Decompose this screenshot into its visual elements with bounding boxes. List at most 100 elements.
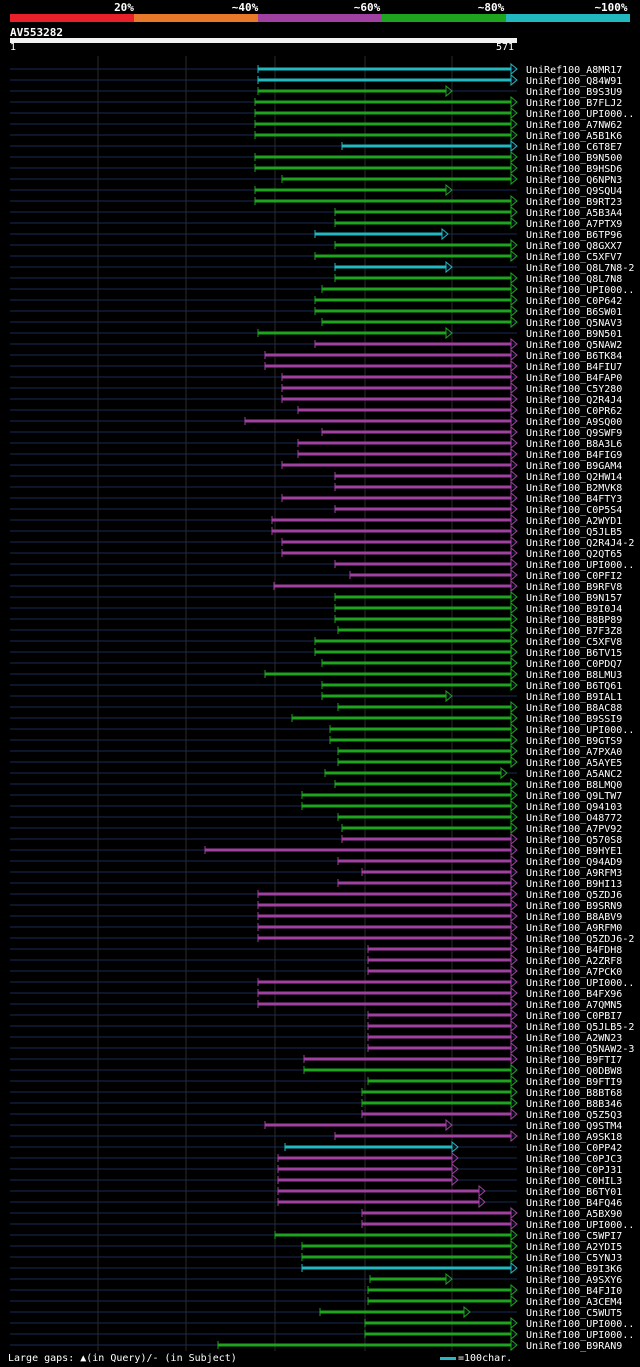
hit-row[interactable]: UniRef100_C5WUT5 [10, 1305, 622, 1319]
hit-row[interactable]: UniRef100_C0PBI7 [10, 1008, 622, 1022]
hit-label[interactable]: UniRef100_B9SSI9 [526, 714, 622, 725]
hit-label[interactable]: UniRef100_UPI000.. [526, 1220, 634, 1231]
hit-label[interactable]: UniRef100_B9I0J4 [526, 604, 622, 615]
hit-row[interactable]: UniRef100_C0HIL3 [10, 1173, 622, 1187]
hit-label[interactable]: UniRef100_C0P642 [526, 296, 622, 307]
hit-row[interactable]: UniRef100_UPI000.. [10, 282, 634, 296]
hit-row[interactable]: UniRef100_B6SW01 [10, 304, 622, 318]
hit-label[interactable]: UniRef100_B7F3Z8 [526, 626, 622, 637]
hit-row[interactable]: UniRef100_Q9SQU4 [10, 183, 622, 197]
hit-row[interactable]: UniRef100_C5XFV7 [10, 249, 622, 263]
hit-row[interactable]: UniRef100_C0PJC3 [10, 1151, 622, 1165]
hit-label[interactable]: UniRef100_B6TQ61 [526, 681, 622, 692]
hit-row[interactable]: UniRef100_Q8L7N8 [10, 271, 622, 285]
hit-row[interactable]: UniRef100_A9SXY6 [10, 1272, 622, 1286]
hit-label[interactable]: UniRef100_Q8L7N8 [526, 274, 622, 285]
hit-row[interactable]: UniRef100_A2WYD1 [10, 513, 622, 527]
hit-row[interactable]: UniRef100_A9SK18 [10, 1129, 622, 1143]
hit-row[interactable]: UniRef100_Q570S8 [10, 832, 622, 846]
hit-label[interactable]: UniRef100_Q5ZDJ6 [526, 890, 622, 901]
hit-row[interactable]: UniRef100_A7PV92 [10, 821, 622, 835]
hit-row[interactable]: UniRef100_B8BT68 [10, 1085, 622, 1099]
hit-row[interactable]: UniRef100_C0PDQ7 [10, 656, 622, 670]
hit-row[interactable]: UniRef100_Q5JLB5-2 [10, 1019, 634, 1033]
hit-label[interactable]: UniRef100_O48772 [526, 813, 622, 824]
hit-row[interactable]: UniRef100_B8ABV9 [10, 909, 622, 923]
hit-row[interactable]: UniRef100_A8MR17 [10, 62, 622, 76]
hit-label[interactable]: UniRef100_C5YNJ3 [526, 1253, 622, 1264]
hit-row[interactable]: UniRef100_A5AYE5 [10, 755, 622, 769]
hit-label[interactable]: UniRef100_C5WUT5 [526, 1308, 622, 1319]
hit-row[interactable]: UniRef100_B9RT23 [10, 194, 622, 208]
hit-label[interactable]: UniRef100_A7PV92 [526, 824, 622, 835]
hit-label[interactable]: UniRef100_Q5NAW2 [526, 340, 622, 351]
hit-row[interactable]: UniRef100_B9FTI9 [10, 1074, 622, 1088]
hit-row[interactable]: UniRef100_B6TQ61 [10, 678, 622, 692]
hit-label[interactable]: UniRef100_C0HIL3 [526, 1176, 622, 1187]
hit-row[interactable]: UniRef100_C5YNJ3 [10, 1250, 622, 1264]
hit-row[interactable]: UniRef100_A5ANC2 [10, 766, 622, 780]
hit-label[interactable]: UniRef100_C5XFV8 [526, 637, 622, 648]
hit-label[interactable]: UniRef100_A5AYE5 [526, 758, 622, 769]
hit-row[interactable]: UniRef100_Q5ZDJ6-2 [10, 931, 634, 945]
hit-label[interactable]: UniRef100_B9GTS9 [526, 736, 622, 747]
hit-label[interactable]: UniRef100_C0PJC3 [526, 1154, 622, 1165]
hit-row[interactable]: UniRef100_C5Y280 [10, 381, 622, 395]
hit-row[interactable]: UniRef100_UPI000.. [10, 106, 634, 120]
hit-label[interactable]: UniRef100_A7QMN5 [526, 1000, 622, 1011]
hit-row[interactable]: UniRef100_B9HSD6 [10, 161, 622, 175]
hit-label[interactable]: UniRef100_B4FIU7 [526, 362, 622, 373]
hit-label[interactable]: UniRef100_B4FQ46 [526, 1198, 622, 1209]
hit-row[interactable]: UniRef100_B6TY01 [10, 1184, 622, 1198]
hit-label[interactable]: UniRef100_B4FTY3 [526, 494, 622, 505]
hit-label[interactable]: UniRef100_B9N157 [526, 593, 622, 604]
hit-label[interactable]: UniRef100_A2WYD1 [526, 516, 622, 527]
hit-label[interactable]: UniRef100_Q84W91 [526, 76, 622, 87]
hit-row[interactable]: UniRef100_B4FDH8 [10, 942, 622, 956]
hit-label[interactable]: UniRef100_B6TY01 [526, 1187, 622, 1198]
hit-row[interactable]: UniRef100_A9RFM3 [10, 865, 622, 879]
hit-label[interactable]: UniRef100_UPI000.. [526, 725, 634, 736]
hit-row[interactable]: UniRef100_B6TK84 [10, 348, 622, 362]
hit-label[interactable]: UniRef100_B6TP96 [526, 230, 622, 241]
hit-label[interactable]: UniRef100_B9FTI9 [526, 1077, 622, 1088]
hit-label[interactable]: UniRef100_C0PJ31 [526, 1165, 622, 1176]
hit-label[interactable]: UniRef100_UPI000.. [526, 560, 634, 571]
hit-row[interactable]: UniRef100_B4FTY3 [10, 491, 622, 505]
hit-label[interactable]: UniRef100_B9RAN9 [526, 1341, 622, 1352]
hit-row[interactable]: UniRef100_Q2R4J4 [10, 392, 622, 406]
hit-row[interactable]: UniRef100_UPI000.. [10, 1316, 634, 1330]
hit-label[interactable]: UniRef100_B8LMU3 [526, 670, 622, 681]
hit-label[interactable]: UniRef100_C5WPI7 [526, 1231, 622, 1242]
hit-row[interactable]: UniRef100_A7NW62 [10, 117, 622, 131]
hit-row[interactable]: UniRef100_C0PR62 [10, 403, 622, 417]
hit-label[interactable]: UniRef100_Q5JLB5-2 [526, 1022, 634, 1033]
hit-row[interactable]: UniRef100_A7PTX9 [10, 216, 622, 230]
hit-row[interactable]: UniRef100_A7PCK0 [10, 964, 622, 978]
hit-row[interactable]: UniRef100_A2WN23 [10, 1030, 622, 1044]
hit-row[interactable]: UniRef100_B8LMU3 [10, 667, 622, 681]
hit-row[interactable]: UniRef100_B8BP89 [10, 612, 622, 626]
hit-label[interactable]: UniRef100_C0PBI7 [526, 1011, 622, 1022]
hit-row[interactable]: UniRef100_B4FIG9 [10, 447, 622, 461]
hit-row[interactable]: UniRef100_Q5JLB5 [10, 524, 622, 538]
hit-label[interactable]: UniRef100_B8LMQ0 [526, 780, 622, 791]
hit-row[interactable]: UniRef100_B9HI13 [10, 876, 622, 890]
hit-label[interactable]: UniRef100_C0PFI2 [526, 571, 622, 582]
hit-row[interactable]: UniRef100_Q5NAW2 [10, 337, 622, 351]
hit-row[interactable]: UniRef100_UPI000.. [10, 975, 634, 989]
hit-row[interactable]: UniRef100_Q5NAV3 [10, 315, 622, 329]
hit-row[interactable]: UniRef100_C0P642 [10, 293, 622, 307]
hit-label[interactable]: UniRef100_Q2QT65 [526, 549, 622, 560]
hit-row[interactable]: UniRef100_B9N501 [10, 326, 622, 340]
hit-row[interactable]: UniRef100_B7F3Z8 [10, 623, 622, 637]
hit-label[interactable]: UniRef100_B9SRN9 [526, 901, 622, 912]
hit-label[interactable]: UniRef100_A9SQ00 [526, 417, 622, 428]
hit-row[interactable]: UniRef100_B9SRN9 [10, 898, 622, 912]
hit-row[interactable]: UniRef100_O48772 [10, 810, 622, 824]
hit-row[interactable]: UniRef100_Q2R4J4-2 [10, 535, 634, 549]
hit-label[interactable]: UniRef100_B6TK84 [526, 351, 622, 362]
hit-label[interactable]: UniRef100_Q9LTW7 [526, 791, 622, 802]
hit-label[interactable]: UniRef100_B6SW01 [526, 307, 622, 318]
hit-label[interactable]: UniRef100_A2WN23 [526, 1033, 622, 1044]
